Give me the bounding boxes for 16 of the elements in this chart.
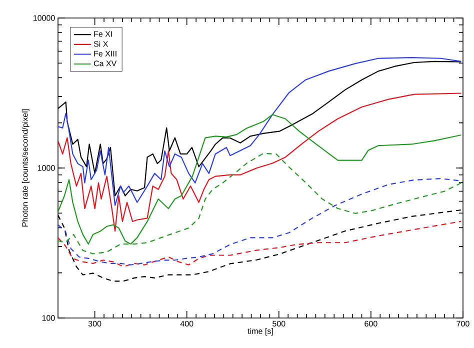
legend-label: Fe XI [94, 31, 112, 37]
line-series [58, 220, 462, 268]
y-tick-label: 1000 [38, 165, 55, 171]
x-tick-label: 400 [180, 320, 194, 327]
y-tick-label: 10000 [34, 15, 55, 21]
legend-label: Ca XV [94, 60, 117, 66]
y-axis-title: Photon rate [counts/second/pixel] [22, 109, 30, 226]
x-axis-title: time [s] [248, 328, 273, 336]
legend-label: Fe XIII [94, 50, 116, 56]
x-tick-label: 500 [272, 320, 286, 327]
y-tick-label: 100 [42, 315, 55, 321]
x-tick-label: 700 [456, 320, 470, 327]
legend-label: Si X [94, 40, 108, 47]
line-series [58, 92, 462, 232]
x-tick-label: 300 [88, 320, 102, 327]
x-tick-label: 600 [364, 320, 378, 327]
